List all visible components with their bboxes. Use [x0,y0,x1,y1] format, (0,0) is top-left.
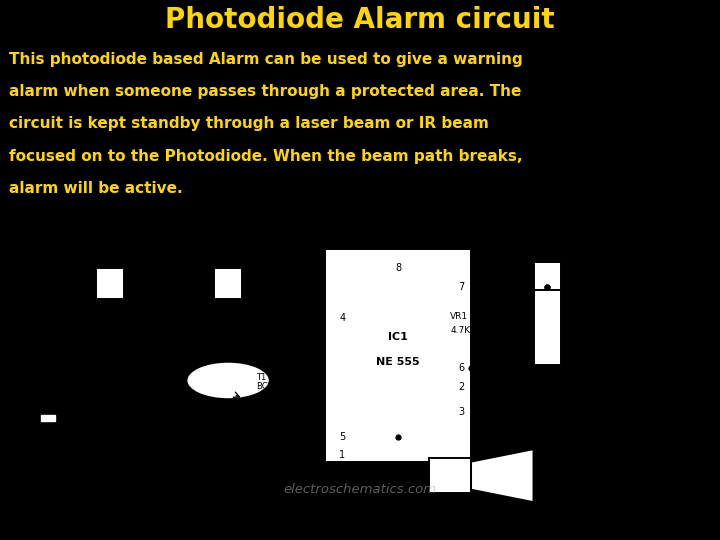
Text: This photodiode based Alarm can be used to give a warning: This photodiode based Alarm can be used … [9,52,523,67]
Text: 1K: 1K [246,284,256,293]
Text: Photodiode Alarm circuit: Photodiode Alarm circuit [165,6,555,34]
Text: R3: R3 [564,265,576,274]
Circle shape [186,362,270,399]
Text: LED: LED [166,465,183,474]
Bar [215,268,242,299]
Text: circuit is kept standby through a laser beam or IR beam: circuit is kept standby through a laser … [9,117,488,131]
Text: focused on to the Photodiode. When the beam path breaks,: focused on to the Photodiode. When the b… [9,148,522,164]
Text: 0.1: 0.1 [82,420,96,429]
Text: T1: T1 [256,373,266,382]
Bar [534,262,562,293]
Text: 3: 3 [458,407,464,417]
Text: R1: R1 [127,272,139,280]
Text: 8: 8 [395,263,401,273]
Text: C3: C3 [600,457,611,466]
Text: C2: C2 [405,490,416,499]
Text: 0.01: 0.01 [600,470,618,478]
Bar [325,249,471,462]
Text: Speaker: Speaker [461,502,495,511]
Text: 7: 7 [458,282,464,292]
Bar [429,458,471,493]
Text: R2: R2 [246,272,256,280]
Polygon shape [471,449,534,502]
Text: Green: Green [166,479,193,488]
Text: 9V Batt: 9V Batt [609,401,638,410]
Bar [96,268,124,299]
Text: 0.01: 0.01 [405,499,423,508]
Polygon shape [232,467,273,488]
Text: 10K: 10K [127,284,143,293]
Text: 1: 1 [339,450,346,461]
Text: alarm when someone passes through a protected area. The: alarm when someone passes through a prot… [9,84,521,99]
Text: alarm will be active.: alarm will be active. [9,181,182,196]
Text: 5: 5 [339,431,346,442]
Text: VR1: VR1 [450,312,468,321]
Polygon shape [141,327,183,346]
Bar [41,415,55,421]
Text: BC548: BC548 [256,382,284,391]
Text: NE 555: NE 555 [377,357,420,367]
Text: 2: 2 [458,382,464,392]
Text: IC1: IC1 [388,332,408,342]
Text: electroschematics.com: electroschematics.com [284,483,436,496]
Text: C1: C1 [82,409,94,418]
Text: 4: 4 [339,313,346,323]
Text: 4.7K: 4.7K [450,326,470,335]
Text: 150K: 150K [564,278,586,287]
Text: Photodiode: Photodiode [190,354,238,363]
Text: 6: 6 [458,363,464,373]
Text: 2 inch 8 Ohms: 2 inch 8 Ohms [451,513,505,522]
Bar [534,290,562,365]
